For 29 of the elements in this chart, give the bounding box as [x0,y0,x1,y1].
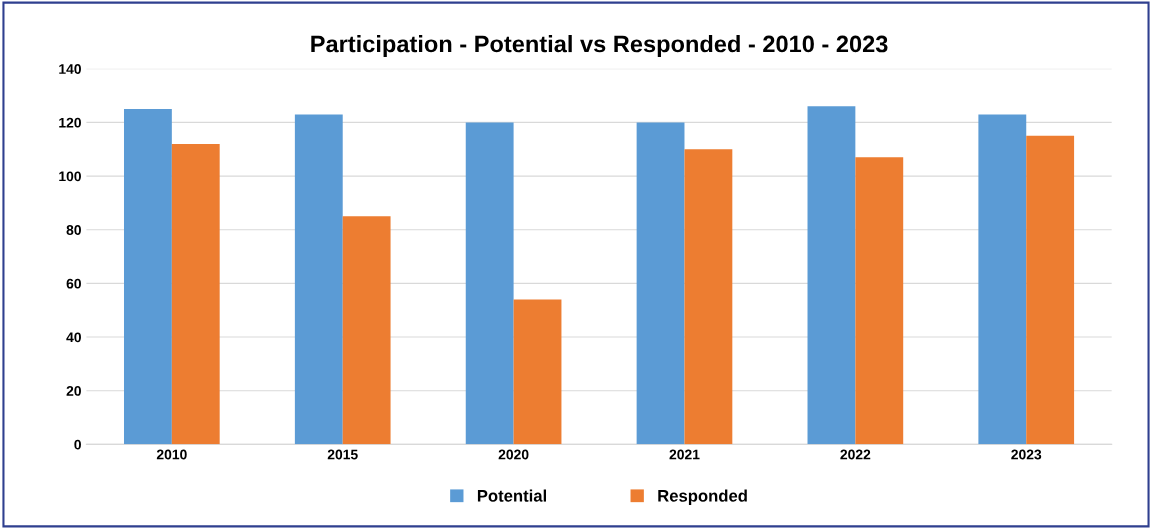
bar [171,143,220,445]
bar [123,109,172,445]
legend-label: Potential [477,489,547,502]
bar [807,106,856,445]
bar [513,299,562,445]
bar [978,114,1027,445]
y-tick-label: 120 [59,117,81,128]
y-tick-label: 40 [66,332,81,343]
x-tick-label: 2022 [840,449,871,460]
y-tick-label: 80 [66,225,81,235]
y-tick-label: 0 [74,439,81,450]
x-tick-label: 2021 [669,449,700,460]
bar [855,157,904,445]
bar [684,149,733,445]
x-tick-label: 2010 [156,449,187,460]
bar [1026,135,1075,445]
x-tick-label: 2015 [327,449,358,460]
y-tick-label: 100 [59,171,81,182]
chart-title: Participation - Potential vs Responded - 2010 - 2023 [311,34,888,57]
x-tick-label: 2020 [498,449,529,460]
y-tick-label: 140 [59,64,81,74]
x-tick-label: 2023 [1011,449,1042,460]
bar [294,114,343,445]
bar [465,122,514,445]
y-tick-label: 60 [66,278,81,289]
bar [636,122,685,445]
legend-label: Responded [658,489,747,506]
y-tick-label: 20 [66,386,81,396]
bar [342,216,391,445]
